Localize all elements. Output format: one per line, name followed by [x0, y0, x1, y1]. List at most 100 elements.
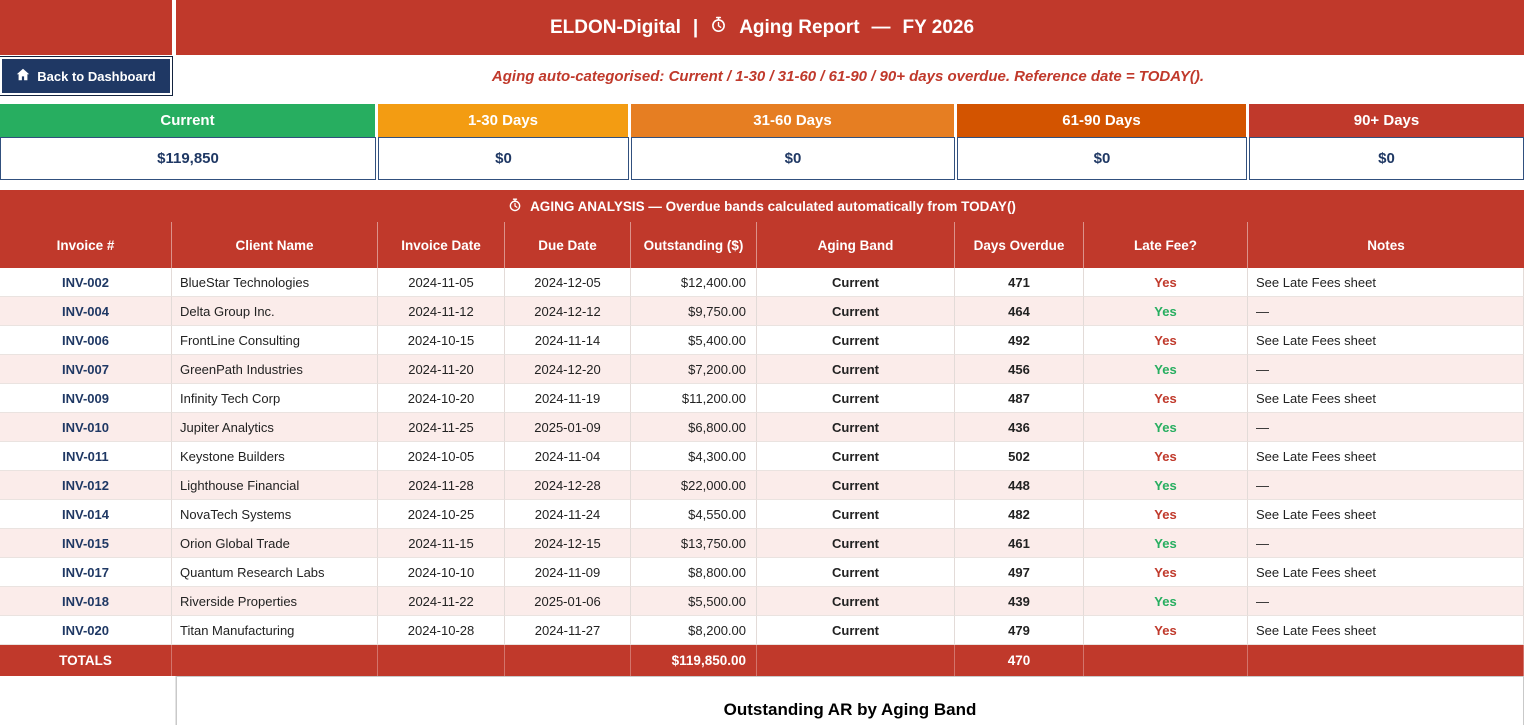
cell-notes[interactable]: See Late Fees sheet	[1248, 500, 1524, 529]
cell-band[interactable]: Current	[757, 326, 955, 355]
cell-outstanding[interactable]: $12,400.00	[631, 268, 757, 297]
cell-invoice[interactable]: INV-009	[0, 384, 172, 413]
cell-outstanding[interactable]: $8,800.00	[631, 558, 757, 587]
cell-band[interactable]: Current	[757, 471, 955, 500]
cell-band[interactable]: Current	[757, 442, 955, 471]
cell-days[interactable]: 482	[955, 500, 1084, 529]
totals-empty[interactable]	[505, 645, 631, 676]
cell-due-date[interactable]: 2025-01-09	[505, 413, 631, 442]
cell-client[interactable]: Jupiter Analytics	[172, 413, 378, 442]
cell-invoice-date[interactable]: 2024-10-28	[378, 616, 505, 645]
column-header-invoice-date[interactable]: Invoice Date	[378, 222, 505, 268]
aging-band-value-3[interactable]: $0	[957, 137, 1247, 180]
cell-days[interactable]: 464	[955, 297, 1084, 326]
column-header-outstanding[interactable]: Outstanding ($)	[631, 222, 757, 268]
cell-band[interactable]: Current	[757, 529, 955, 558]
cell-late-fee[interactable]: Yes	[1084, 442, 1248, 471]
cell-invoice[interactable]: INV-007	[0, 355, 172, 384]
cell-invoice-date[interactable]: 2024-10-05	[378, 442, 505, 471]
column-header-band[interactable]: Aging Band	[757, 222, 955, 268]
cell-late-fee[interactable]: Yes	[1084, 326, 1248, 355]
cell-band[interactable]: Current	[757, 413, 955, 442]
aging-band-header-3[interactable]: 61-90 Days	[957, 104, 1249, 137]
cell-invoice-date[interactable]: 2024-10-15	[378, 326, 505, 355]
cell-due-date[interactable]: 2024-11-24	[505, 500, 631, 529]
cell-days[interactable]: 456	[955, 355, 1084, 384]
cell-invoice[interactable]: INV-012	[0, 471, 172, 500]
aging-band-value-2[interactable]: $0	[631, 137, 955, 180]
totals-empty[interactable]	[1248, 645, 1524, 676]
totals-empty[interactable]	[757, 645, 955, 676]
cell-invoice-date[interactable]: 2024-10-20	[378, 384, 505, 413]
cell-notes[interactable]: See Late Fees sheet	[1248, 616, 1524, 645]
cell-due-date[interactable]: 2024-12-15	[505, 529, 631, 558]
cell-invoice[interactable]: INV-006	[0, 326, 172, 355]
cell-invoice[interactable]: INV-014	[0, 500, 172, 529]
cell-outstanding[interactable]: $6,800.00	[631, 413, 757, 442]
cell-due-date[interactable]: 2025-01-06	[505, 587, 631, 616]
cell-invoice-date[interactable]: 2024-11-28	[378, 471, 505, 500]
cell-notes[interactable]: —	[1248, 355, 1524, 384]
cell-days[interactable]: 448	[955, 471, 1084, 500]
cell-days[interactable]: 492	[955, 326, 1084, 355]
cell-late-fee[interactable]: Yes	[1084, 413, 1248, 442]
cell-client[interactable]: Delta Group Inc.	[172, 297, 378, 326]
aging-band-header-1[interactable]: 1-30 Days	[378, 104, 631, 137]
cell-outstanding[interactable]: $11,200.00	[631, 384, 757, 413]
cell-invoice[interactable]: INV-017	[0, 558, 172, 587]
cell-late-fee[interactable]: Yes	[1084, 616, 1248, 645]
cell-due-date[interactable]: 2024-11-19	[505, 384, 631, 413]
cell-notes[interactable]: See Late Fees sheet	[1248, 384, 1524, 413]
cell-band[interactable]: Current	[757, 500, 955, 529]
cell-invoice-date[interactable]: 2024-11-20	[378, 355, 505, 384]
cell-client[interactable]: Riverside Properties	[172, 587, 378, 616]
cell-client[interactable]: GreenPath Industries	[172, 355, 378, 384]
cell-due-date[interactable]: 2024-11-04	[505, 442, 631, 471]
cell-client[interactable]: Quantum Research Labs	[172, 558, 378, 587]
cell-outstanding[interactable]: $4,550.00	[631, 500, 757, 529]
cell-invoice-date[interactable]: 2024-11-25	[378, 413, 505, 442]
cell-notes[interactable]: —	[1248, 297, 1524, 326]
cell-invoice[interactable]: INV-004	[0, 297, 172, 326]
cell-invoice-date[interactable]: 2024-11-12	[378, 297, 505, 326]
cell-band[interactable]: Current	[757, 384, 955, 413]
cell-outstanding[interactable]: $9,750.00	[631, 297, 757, 326]
cell-late-fee[interactable]: Yes	[1084, 268, 1248, 297]
cell-invoice-date[interactable]: 2024-10-10	[378, 558, 505, 587]
cell-band[interactable]: Current	[757, 558, 955, 587]
cell-outstanding[interactable]: $5,500.00	[631, 587, 757, 616]
totals-days[interactable]: 470	[955, 645, 1084, 676]
cell-outstanding[interactable]: $22,000.00	[631, 471, 757, 500]
cell-late-fee[interactable]: Yes	[1084, 471, 1248, 500]
cell-notes[interactable]: See Late Fees sheet	[1248, 442, 1524, 471]
cell-client[interactable]: Orion Global Trade	[172, 529, 378, 558]
aging-band-value-1[interactable]: $0	[378, 137, 629, 180]
aging-band-value-0[interactable]: $119,850	[0, 137, 376, 180]
column-header-due-date[interactable]: Due Date	[505, 222, 631, 268]
totals-outstanding[interactable]: $119,850.00	[631, 645, 757, 676]
cell-invoice[interactable]: INV-020	[0, 616, 172, 645]
cell-due-date[interactable]: 2024-11-14	[505, 326, 631, 355]
cell-days[interactable]: 502	[955, 442, 1084, 471]
cell-late-fee[interactable]: Yes	[1084, 558, 1248, 587]
cell-invoice[interactable]: INV-018	[0, 587, 172, 616]
cell-outstanding[interactable]: $7,200.00	[631, 355, 757, 384]
cell-late-fee[interactable]: Yes	[1084, 384, 1248, 413]
cell-notes[interactable]: See Late Fees sheet	[1248, 268, 1524, 297]
cell-invoice-date[interactable]: 2024-11-15	[378, 529, 505, 558]
cell-outstanding[interactable]: $4,300.00	[631, 442, 757, 471]
cell-band[interactable]: Current	[757, 355, 955, 384]
cell-band[interactable]: Current	[757, 587, 955, 616]
cell-client[interactable]: BlueStar Technologies	[172, 268, 378, 297]
cell-notes[interactable]: —	[1248, 413, 1524, 442]
cell-invoice[interactable]: INV-010	[0, 413, 172, 442]
column-header-days[interactable]: Days Overdue	[955, 222, 1084, 268]
cell-client[interactable]: Lighthouse Financial	[172, 471, 378, 500]
cell-invoice[interactable]: INV-002	[0, 268, 172, 297]
cell-days[interactable]: 479	[955, 616, 1084, 645]
cell-client[interactable]: Infinity Tech Corp	[172, 384, 378, 413]
aging-band-value-4[interactable]: $0	[1249, 137, 1524, 180]
column-header-notes[interactable]: Notes	[1248, 222, 1524, 268]
cell-days[interactable]: 471	[955, 268, 1084, 297]
cell-due-date[interactable]: 2024-12-12	[505, 297, 631, 326]
